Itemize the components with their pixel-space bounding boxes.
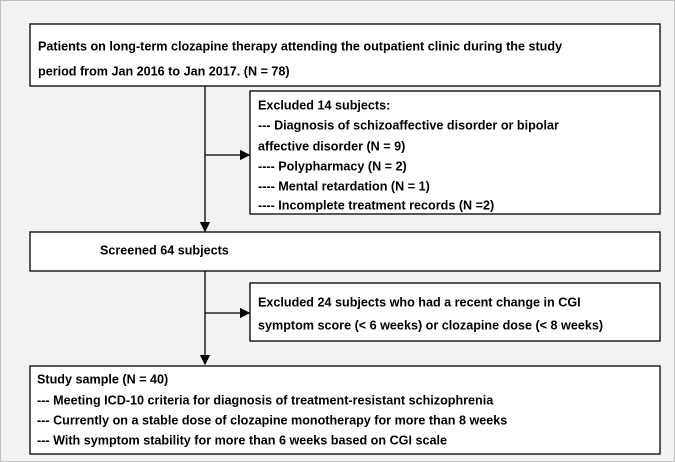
box-text: period from Jan 2016 to Jan 2017. (N = 7… — [38, 64, 290, 78]
box-text: Excluded 24 subjects who had a recent ch… — [258, 295, 581, 309]
box-text: --- Diagnosis of schizoaffective disorde… — [258, 118, 559, 132]
box-text: --- With symptom stability for more than… — [37, 433, 447, 447]
box-text: symptom score (< 6 weeks) or clozapine d… — [258, 318, 603, 332]
box-text: --- Currently on a stable dose of clozap… — [37, 413, 507, 427]
box-text: ---- Incomplete treatment records (N =2) — [258, 198, 494, 212]
box-text: Study sample (N = 40) — [37, 372, 168, 386]
box-text: Screened 64 subjects — [100, 243, 229, 257]
flow-box — [29, 231, 661, 272]
flow-box — [29, 365, 661, 455]
flow-box — [249, 282, 661, 342]
box-text: Patients on long-term clozapine therapy … — [38, 39, 562, 53]
box-text: ---- Polypharmacy (N = 2) — [258, 159, 407, 173]
box-text: ---- Mental retardation (N = 1) — [258, 179, 430, 193]
box-text: affective disorder (N = 9) — [258, 139, 405, 153]
box-text: --- Meeting ICD-10 criteria for diagnosi… — [37, 393, 494, 407]
boxes: Patients on long-term clozapine therapy … — [29, 23, 661, 455]
box-text: Excluded 14 subjects: — [258, 98, 390, 112]
flow-box — [29, 23, 661, 87]
flow-box — [249, 90, 661, 215]
